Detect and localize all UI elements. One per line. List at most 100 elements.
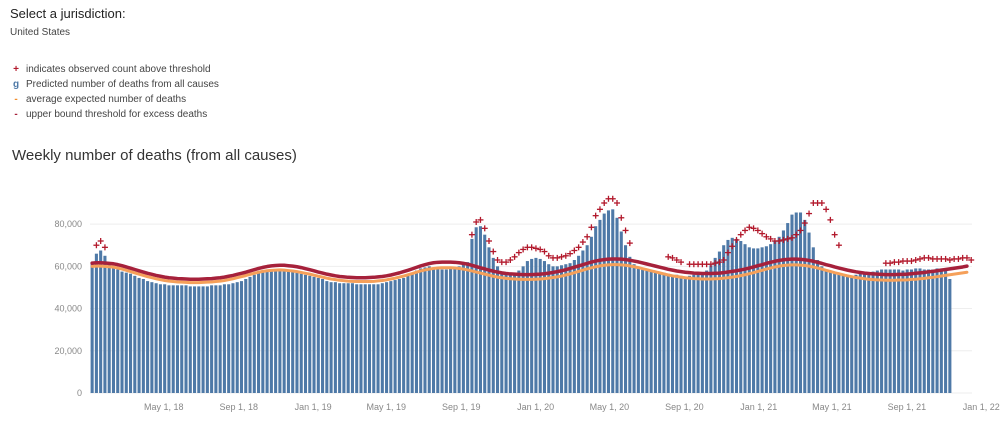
excess-marker: [724, 249, 731, 256]
dash-marker-icon: -: [14, 109, 18, 120]
bar: [461, 264, 465, 393]
excess-marker: [742, 227, 749, 234]
excess-marker: [622, 227, 629, 234]
bar: [653, 271, 657, 393]
bar: [926, 269, 931, 393]
bar: [372, 284, 376, 393]
bar: [504, 273, 508, 393]
bar: [214, 285, 218, 393]
excess-marker: [729, 243, 736, 250]
jurisdiction-label: Select a jurisdiction:: [10, 6, 126, 21]
bar: [645, 269, 649, 393]
y-tick-label: 20,000: [54, 346, 82, 356]
dash-marker-icon: -: [14, 94, 18, 105]
bar: [457, 266, 461, 393]
bar: [470, 238, 474, 393]
x-tick-label: Sep 1, 21: [888, 402, 927, 412]
excess-marker: [712, 260, 719, 267]
bar: [495, 266, 500, 393]
bar: [321, 279, 325, 393]
legend-item: - average expected number of deaths: [10, 92, 219, 107]
bar: [90, 262, 94, 393]
excess-marker: [776, 238, 783, 244]
bar: [752, 248, 756, 393]
bar: [154, 283, 158, 393]
bar: [918, 268, 922, 393]
bar: [257, 272, 261, 393]
excess-marker: [665, 253, 672, 260]
bar: [440, 269, 444, 393]
excess-marker: [503, 259, 510, 266]
bar: [180, 285, 184, 393]
excess-marker: [473, 219, 480, 225]
bar: [589, 236, 593, 393]
excess-marker: [592, 212, 599, 219]
bar: [389, 281, 393, 393]
bar: [423, 267, 427, 393]
bar: [350, 283, 354, 393]
jurisdiction-selector[interactable]: Select a jurisdiction: United States: [10, 6, 126, 38]
bar: [338, 283, 342, 393]
bar: [709, 265, 713, 393]
bar: [786, 223, 790, 393]
axis-layer: 0 20,000 40,000 60,000 80,000 May 1, 18 Sep 1,…: [54, 219, 999, 412]
x-tick-label: Jan 1, 20: [517, 402, 554, 412]
bar: [303, 274, 308, 393]
bar: [798, 212, 803, 393]
bar: [188, 286, 192, 393]
bar: [483, 234, 487, 393]
excess-marker: [801, 220, 808, 227]
bar: [542, 261, 546, 393]
bar: [158, 284, 162, 393]
bar: [333, 282, 337, 393]
legend-label: indicates observed count above threshold: [26, 64, 211, 75]
x-tick-label: Sep 1, 20: [665, 402, 704, 412]
bar: [359, 284, 363, 393]
excess-marker: [579, 239, 586, 246]
bar: [376, 284, 380, 393]
excess-marker: [887, 260, 894, 267]
y-tick-label: 80,000: [54, 219, 82, 229]
excess-marker: [545, 252, 552, 259]
excess-marker: [946, 257, 953, 263]
bar: [210, 285, 214, 393]
excess-marker: [823, 206, 830, 213]
bar: [410, 272, 414, 393]
jurisdiction-value[interactable]: United States: [10, 27, 71, 38]
excess-marker: [669, 254, 676, 261]
excess-marker: [614, 200, 621, 206]
bar: [427, 266, 431, 393]
excess-marker: [925, 254, 932, 261]
bar: [705, 270, 709, 393]
bar: [688, 275, 692, 393]
bar: [602, 213, 606, 393]
bar: [624, 245, 628, 393]
excess-marker: [528, 244, 535, 251]
bar: [662, 272, 666, 393]
bar: [444, 269, 448, 393]
bar: [743, 244, 747, 393]
bar: [850, 275, 854, 393]
bar: [585, 245, 589, 393]
bar: [222, 284, 226, 393]
bar: [269, 269, 273, 393]
bar: [508, 274, 512, 393]
bar: [841, 274, 845, 393]
bar: [184, 285, 188, 393]
excess-marker: [759, 230, 766, 237]
threshold-line: [90, 257, 969, 281]
excess-marker: [827, 216, 834, 223]
excess-marker: [558, 253, 565, 260]
bar: [99, 250, 103, 393]
expected-deaths-line: [90, 263, 969, 285]
bar: [862, 272, 867, 393]
bar: [478, 226, 482, 393]
excess-marker: [784, 235, 791, 242]
bar: [449, 268, 453, 393]
bar: [120, 271, 124, 393]
bar: [905, 269, 909, 393]
bar: [739, 241, 743, 393]
bar: [713, 257, 717, 393]
x-tick-label: May 1, 18: [144, 402, 184, 412]
bar: [295, 272, 299, 393]
